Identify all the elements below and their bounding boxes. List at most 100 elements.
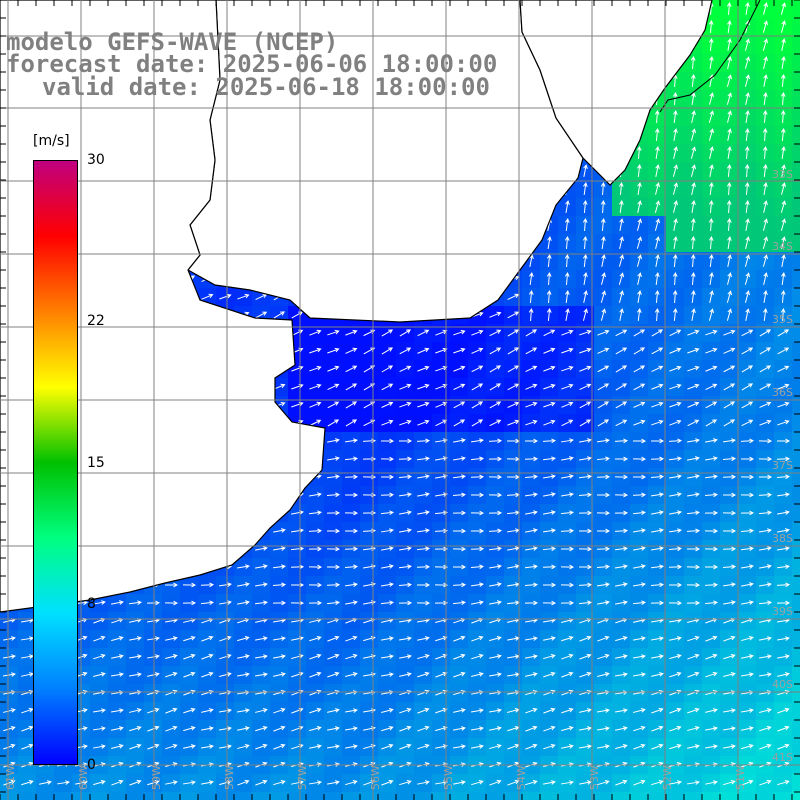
- wind-cell: [198, 594, 217, 613]
- wind-arrow: [722, 708, 736, 713]
- wind-arrow: [669, 707, 682, 714]
- wind-cell: [594, 720, 613, 739]
- wind-arrow: [673, 110, 678, 124]
- wind-arrow: [399, 401, 412, 408]
- wind-cell: [396, 414, 415, 433]
- lon-label: 57W: [296, 765, 309, 790]
- wind-arrow: [726, 217, 732, 232]
- wind-arrow: [632, 654, 646, 659]
- wind-cell: [666, 774, 685, 793]
- wind-arrow: [435, 383, 448, 390]
- wind-arrow: [726, 181, 732, 196]
- wind-cell: [324, 450, 343, 469]
- wind-arrow: [614, 510, 629, 516]
- wind-cell: [306, 594, 325, 613]
- wind-cell: [558, 720, 577, 739]
- wind-arrow: [708, 217, 714, 232]
- wind-cell: [414, 468, 433, 487]
- wind-arrow: [417, 743, 430, 750]
- wind-cell: [630, 792, 649, 800]
- wind-cell: [414, 396, 433, 415]
- wind-cell: [774, 792, 793, 800]
- wind-cell: [162, 666, 181, 685]
- wind-arrow: [615, 419, 628, 427]
- wind-cell: [216, 684, 235, 703]
- wind-cell: [522, 522, 541, 541]
- wind-arrow: [380, 438, 395, 444]
- wind-arrow: [741, 708, 754, 713]
- wind-arrow: [780, 109, 786, 124]
- wind-cell: [612, 324, 631, 343]
- wind-arrow: [669, 492, 682, 497]
- wind-cell: [774, 36, 793, 55]
- wind-cell: [774, 648, 793, 667]
- wind-cell: [684, 648, 703, 667]
- wind-cell: [126, 738, 145, 757]
- wind-arrow: [686, 780, 700, 785]
- wind-arrow: [633, 401, 646, 408]
- wind-cell: [342, 360, 361, 379]
- wind-arrow: [399, 779, 412, 786]
- wind-cell: [720, 774, 739, 793]
- wind-arrow: [546, 253, 552, 268]
- wind-arrow: [326, 510, 341, 516]
- wind-arrow: [632, 438, 647, 444]
- wind-cell: [504, 522, 523, 541]
- wind-arrow: [632, 582, 646, 587]
- wind-arrow: [308, 564, 323, 570]
- wind-arrow: [759, 564, 772, 569]
- lat-label: 39S: [772, 605, 793, 618]
- wind-arrow: [93, 672, 106, 677]
- wind-cell: [504, 702, 523, 721]
- wind-arrow: [762, 308, 768, 322]
- wind-cell: [540, 432, 559, 451]
- wind-cell: [342, 612, 361, 631]
- wind-arrow: [759, 401, 772, 408]
- wind-cell: [504, 648, 523, 667]
- wind-cell: [630, 270, 649, 289]
- wind-arrow: [290, 546, 305, 552]
- wind-cell: [594, 648, 613, 667]
- wind-arrow: [709, 92, 714, 105]
- wind-cell: [630, 162, 649, 181]
- wind-cell: [792, 306, 800, 325]
- wind-arrow: [327, 401, 340, 409]
- wind-cell: [792, 360, 800, 379]
- wind-arrow: [237, 582, 250, 587]
- wind-cell: [180, 684, 199, 703]
- wind-arrow: [452, 564, 467, 570]
- wind-cell: [360, 576, 379, 595]
- wind-cell: [792, 468, 800, 487]
- wind-cell: [486, 450, 505, 469]
- wind-cell: [540, 522, 559, 541]
- wind-arrow: [762, 145, 768, 160]
- wind-cell: [738, 522, 757, 541]
- wind-arrow: [399, 725, 412, 732]
- wind-arrow: [741, 600, 754, 605]
- wind-cell: [648, 792, 667, 800]
- wind-cell: [576, 666, 595, 685]
- wind-arrow: [489, 672, 502, 677]
- wind-cell: [720, 144, 739, 163]
- wind-cell: [792, 216, 800, 235]
- wind-cell: [378, 720, 397, 739]
- wind-cell: [288, 576, 307, 595]
- wind-cell: [252, 540, 271, 559]
- wind-cell: [738, 90, 757, 109]
- wind-cell: [666, 486, 685, 505]
- wind-arrow: [543, 654, 556, 660]
- wind-cell: [216, 576, 235, 595]
- wind-arrow: [579, 726, 592, 731]
- lat-label: 33S: [772, 168, 793, 181]
- wind-arrow: [615, 654, 628, 659]
- wind-arrow: [687, 347, 700, 354]
- model-title: modelo GEFS-WAVE (NCEP): [6, 28, 339, 56]
- wind-arrow: [381, 636, 394, 641]
- wind-cell: [558, 432, 577, 451]
- wind-arrow: [741, 365, 754, 373]
- wind-cell: [432, 504, 451, 523]
- wind-arrow: [507, 365, 520, 373]
- wind-cell: [666, 126, 685, 145]
- wind-arrow: [92, 726, 106, 731]
- wind-arrow: [708, 308, 714, 321]
